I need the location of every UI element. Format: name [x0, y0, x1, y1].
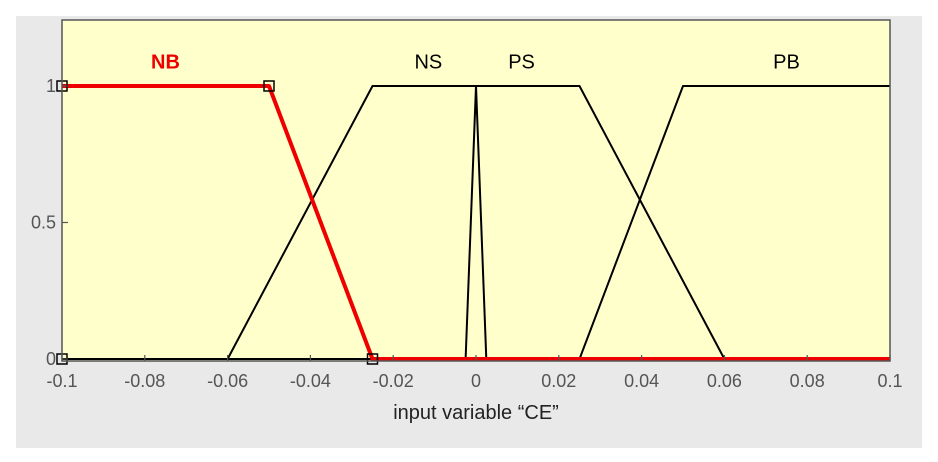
- series-line-nb: [62, 84, 890, 361]
- series-label-nb: NB: [151, 51, 180, 73]
- x-tick-label: -0.04: [290, 371, 331, 391]
- label-layer: input variable “CE” NB NS PS PB: [151, 51, 800, 424]
- x-tick-label: 0.1: [877, 371, 902, 391]
- series-layer: [56, 80, 890, 365]
- point-marker: [366, 353, 379, 365]
- figure-window: -0.1 -0.08 -0.06 -0.04 -0.02 0 0.02 0.04 0.06 0.0…: [16, 16, 922, 448]
- x-tick-label: 0.04: [624, 371, 659, 391]
- x-tick-label: 0: [471, 371, 481, 391]
- x-tick-label: 0.02: [541, 371, 576, 391]
- axes-layer: -0.1 -0.08 -0.06 -0.04 -0.02 0 0.02 0.04 0.06 0.0…: [31, 19, 903, 391]
- x-tick-label: 0.06: [707, 371, 742, 391]
- y-tick-label: 0: [46, 349, 56, 369]
- point-marker: [263, 80, 275, 92]
- x-tick-label: -0.02: [373, 371, 414, 391]
- plot-area[interactable]: [62, 20, 890, 361]
- membership-function-plot: -0.1 -0.08 -0.06 -0.04 -0.02 0 0.02 0.04 0.06 0.0…: [31, 19, 903, 424]
- x-tick-label: 0.08: [790, 371, 825, 391]
- series-label-pb: PB: [773, 51, 800, 73]
- series-label-ps: PS: [508, 51, 535, 73]
- series-label-ns: NS: [414, 51, 442, 73]
- y-tick-label: 1: [46, 76, 56, 96]
- x-tick-label: -0.1: [46, 371, 77, 391]
- series-line-pb: [62, 85, 890, 360]
- y-tick-label: 0.5: [31, 213, 56, 233]
- x-axis-title: input variable “CE”: [393, 402, 559, 424]
- x-tick-label: -0.06: [207, 371, 248, 391]
- x-tick-label: -0.08: [124, 371, 165, 391]
